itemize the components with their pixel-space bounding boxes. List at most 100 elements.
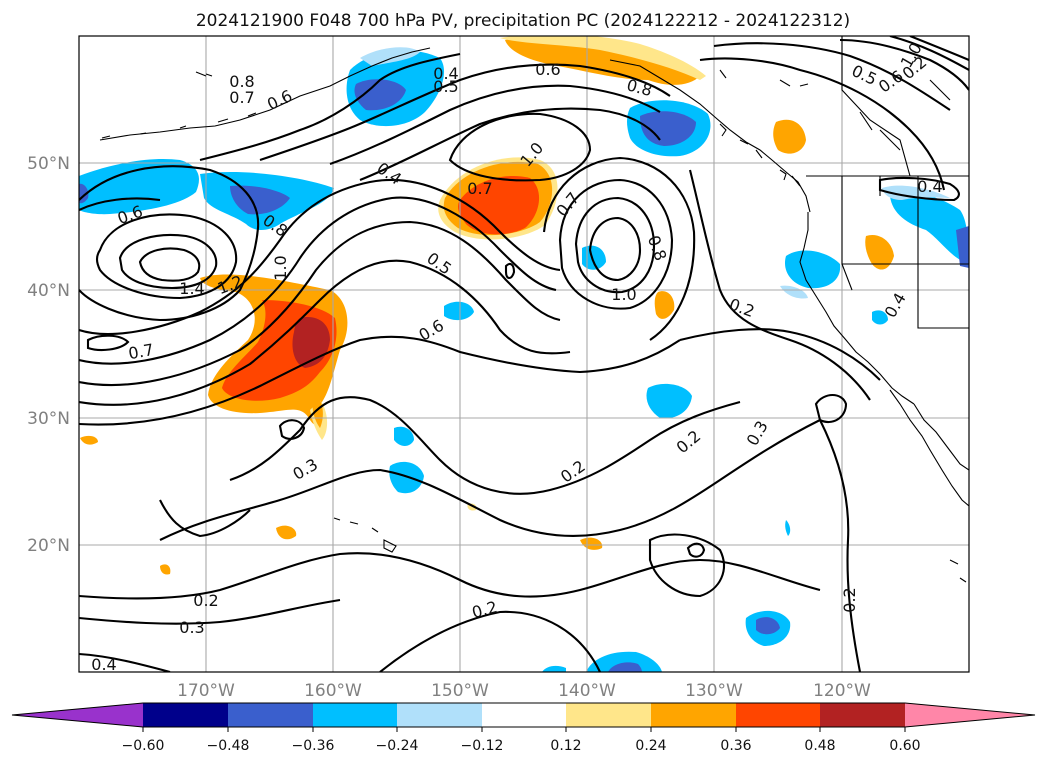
contour-labels: 0.8 0.7 0.6 0.4 0.5 0.6 0.8 1.0 0.5 0.6 … xyxy=(91,39,942,674)
contour-nw-ring-1 xyxy=(95,213,238,300)
interior-lines xyxy=(859,79,951,151)
lon-label: 160°W xyxy=(304,681,362,701)
state-borders xyxy=(841,176,969,329)
colorbar-tick-label: 0.60 xyxy=(889,738,920,754)
colorbar-tick-label: −0.60 xyxy=(122,738,165,754)
contour-east-3 xyxy=(839,38,969,91)
anomaly-blue-coast-light xyxy=(780,285,808,299)
colorbar-segment-4 xyxy=(397,703,482,727)
anomaly-mid-small xyxy=(654,291,675,319)
colorbar-tick-label: 0.48 xyxy=(804,738,835,754)
colorbar-tick-label: 0.36 xyxy=(720,738,751,754)
contour-small-oval-2 xyxy=(814,393,848,424)
contour-north-3 xyxy=(329,84,661,165)
anomaly-blue-bottom-2 xyxy=(542,665,566,672)
contour-nw-ring-3 xyxy=(138,247,201,282)
anomaly-east-small xyxy=(865,234,894,270)
contour-east-4 xyxy=(889,36,969,71)
anomaly-blue-mid-3 xyxy=(646,383,692,419)
contour-main-3 xyxy=(79,220,561,387)
contour-south-02-b xyxy=(79,552,821,600)
contour-south-left xyxy=(159,499,251,538)
contour-label: 0.2 xyxy=(193,591,218,610)
contour-label: 0.6 xyxy=(535,60,560,79)
contour-nw-ring-2 xyxy=(118,234,218,290)
anomaly-blue-ne-light xyxy=(882,185,950,200)
contour-small-oval-5 xyxy=(86,334,130,352)
lon-label: 170°W xyxy=(177,681,235,701)
anomaly-mid-red xyxy=(458,176,540,235)
anomaly-lightblue-north xyxy=(360,47,420,66)
colorbar-segment-9 xyxy=(820,703,905,727)
contour-label: 0.8 xyxy=(229,72,254,91)
anomaly-blue-mid-4 xyxy=(394,426,414,446)
mexico-coast-south xyxy=(949,559,967,583)
anomaly-yellow-north xyxy=(500,36,706,80)
anomaly-blue-mid-1 xyxy=(582,245,606,270)
contour-main-1 xyxy=(79,178,561,335)
contour-small-oval-3 xyxy=(686,542,706,558)
anomaly-tiny-2 xyxy=(580,537,603,550)
anomaly-blue-north-dark xyxy=(354,79,406,111)
anomaly-blue-coast xyxy=(784,250,841,289)
contour-east-loop xyxy=(878,176,960,202)
anomaly-tiny-3 xyxy=(80,435,98,445)
aleutian-islands xyxy=(101,101,289,139)
latitude-labels: 50°N 40°N 30°N 20°N xyxy=(27,154,70,556)
negative-anomaly-areas xyxy=(79,47,969,672)
contour-main-5 xyxy=(79,335,681,426)
contour-label: 0.2 xyxy=(840,587,859,612)
contour-left-high xyxy=(79,197,161,211)
alaska-coast-north xyxy=(195,69,809,87)
contour-south-bottom xyxy=(379,610,601,672)
contour-label: 0.7 xyxy=(127,340,155,363)
contour-north-4 xyxy=(359,107,661,181)
contour-small-oval-1 xyxy=(278,419,306,440)
contour-east-coast xyxy=(688,169,871,401)
anomaly-blue-alaska-dark xyxy=(640,111,696,146)
coastlines xyxy=(99,36,969,583)
contour-label: 0.4 xyxy=(91,655,116,674)
anomaly-blue-mid-5 xyxy=(389,461,424,494)
colorbar-segment-10 xyxy=(905,703,1035,727)
baja-coast xyxy=(889,389,969,507)
anomaly-blue-mid-2 xyxy=(444,301,474,321)
colorbar-ticks xyxy=(142,727,906,732)
contour-north-2 xyxy=(259,63,671,161)
anomaly-blue-nw-2-dark xyxy=(230,185,290,215)
contour-nw-high xyxy=(79,165,260,322)
contour-south-04 xyxy=(79,652,171,672)
lat-label: 50°N xyxy=(27,154,70,174)
contour-label: 0.7 xyxy=(467,179,492,198)
colorbar-tick-label: 0.24 xyxy=(635,738,666,754)
contour-north-loop xyxy=(448,112,592,182)
colorbar-segment-7 xyxy=(651,703,736,727)
contour-label: 1.4 xyxy=(179,279,204,298)
colorbar-segment-1 xyxy=(143,703,228,727)
contour-label: 1.0 xyxy=(271,255,290,280)
lon-label: 120°W xyxy=(813,681,871,701)
colorbar-segment-3 xyxy=(313,703,397,727)
bc-alberta-border xyxy=(841,36,911,177)
contour-ne-small xyxy=(909,36,969,61)
anomaly-blue-tiny-far xyxy=(785,520,791,536)
contour-south-03-a xyxy=(229,396,741,495)
contour-label: 0.4 xyxy=(433,64,458,83)
colorbar-tick-label: 0.12 xyxy=(550,738,581,754)
anomaly-east-orange xyxy=(773,119,806,154)
anomaly-blue-edge-e xyxy=(956,226,969,268)
lon-label: 140°W xyxy=(558,681,616,701)
colorbar-tick-label: −0.24 xyxy=(376,738,419,754)
contour-south-02 xyxy=(159,419,821,541)
colorbar-tick-label: −0.12 xyxy=(461,738,504,754)
colorbar-segment-2 xyxy=(228,703,313,727)
contour-label: 0.3 xyxy=(179,618,204,637)
longitude-labels: 170°W 160°W 150°W 140°W 130°W 120°W xyxy=(177,681,871,701)
gulf-california xyxy=(913,403,969,471)
contour-label: 0.4 xyxy=(917,177,942,196)
contour-ring-mid-2 xyxy=(574,196,656,294)
figure-title: 2024121900 F048 700 hPa PV, precipitatio… xyxy=(196,11,850,31)
lon-label: 130°W xyxy=(685,681,743,701)
colorbar-segment-0 xyxy=(12,703,143,727)
contour-south-ring xyxy=(648,533,725,598)
